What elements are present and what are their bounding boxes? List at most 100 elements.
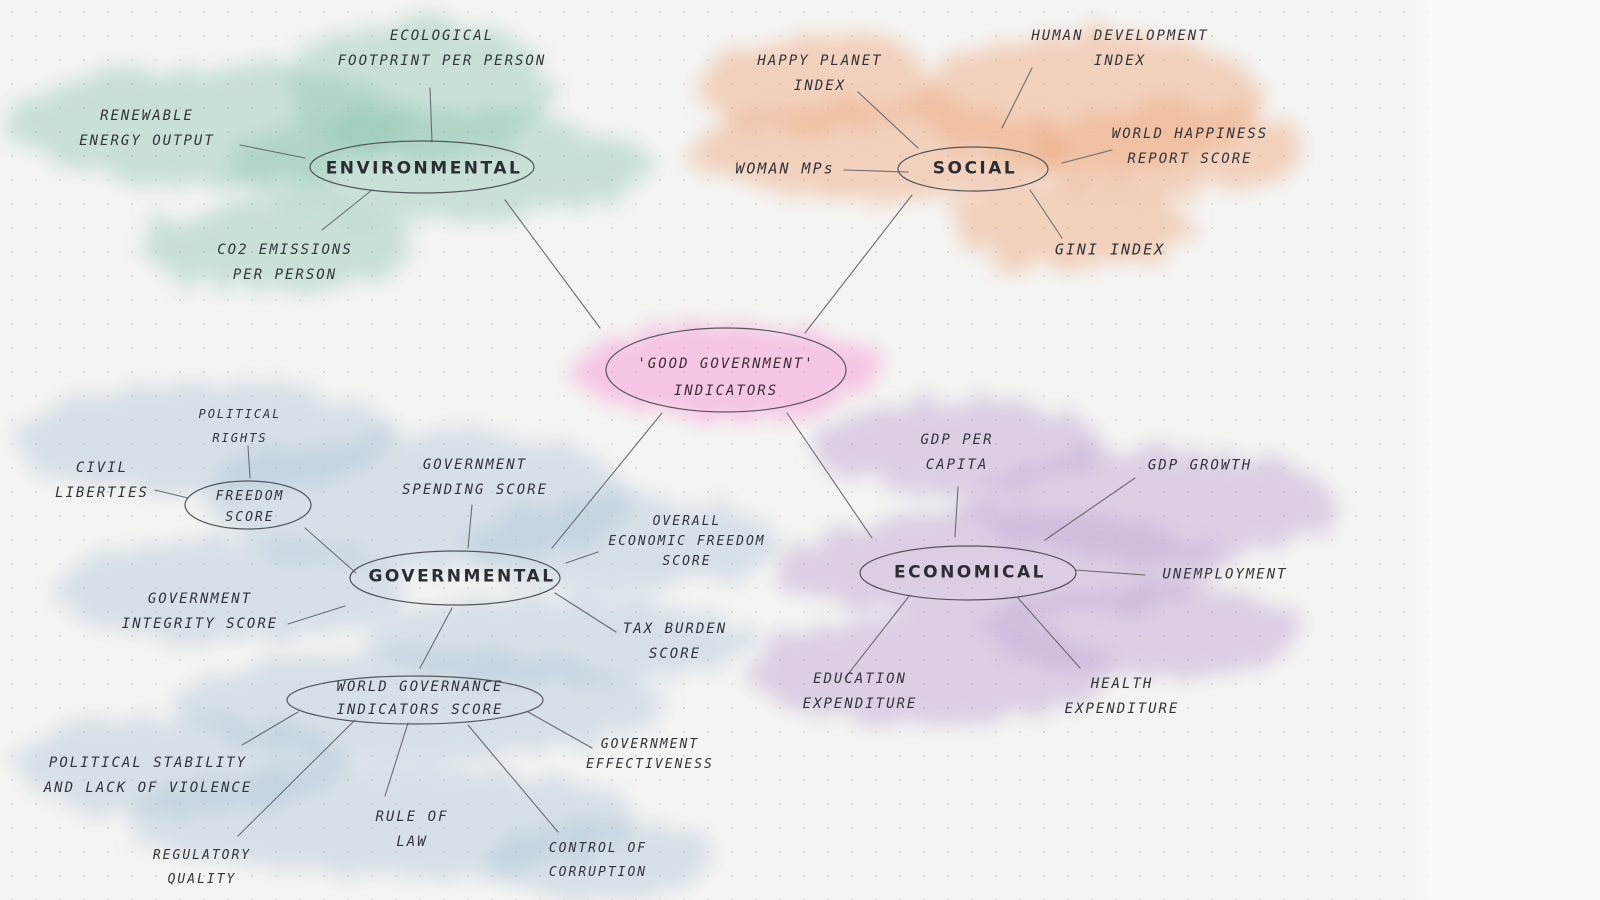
leaf-renewable-energy-l1: RENEWABLE — [100, 108, 194, 124]
leaf-government-integrity-l2: INTEGRITY SCORE — [121, 616, 279, 632]
governmental-wash — [10, 385, 780, 900]
leaf-health-expenditure-l2: EXPENDITURE — [1064, 701, 1180, 717]
leaf-tax-burden-l1: TAX BURDEN — [622, 621, 728, 637]
link-wgi-corruption — [467, 724, 559, 833]
leaf-health-expenditure: HEALTH EXPENDITURE — [1065, 672, 1180, 722]
environmental-wash — [10, 20, 650, 290]
leaf-co2-emissions-l1: CO2 EMISSIONS — [217, 242, 353, 258]
link-soc-hdi — [1001, 67, 1033, 129]
leaf-renewable-energy: RENEWABLE ENERGY OUTPUT — [79, 104, 215, 154]
link-soc-hpi — [857, 91, 919, 149]
leaf-political-rights: POLITICAL RIGHTS — [198, 402, 281, 450]
link-gov-economic-freedom — [565, 551, 599, 564]
leaf-gdp-per-capita-l2: CAPITA — [925, 457, 989, 473]
central-node: 'GOOD GOVERNMENT' INDICATORS — [637, 351, 814, 405]
leaf-economic-freedom-l3: SCORE — [662, 554, 712, 569]
link-soc-whr — [1061, 149, 1113, 164]
leaf-control-of-corruption-l2: CORRUPTION — [548, 865, 648, 880]
leaf-happy-planet-index: HAPPY PLANET INDEX — [757, 49, 882, 99]
leaf-human-development-index-l1: HUMAN DEVELOPMENT — [1031, 28, 1209, 44]
social-outline — [897, 146, 1049, 192]
wgi-line-1: WORLD GOVERNANCE — [336, 679, 504, 695]
leaf-gdp-per-capita-l1: GDP PER — [920, 432, 994, 448]
link-gov-integrity — [287, 605, 346, 625]
watercolor-washes — [10, 20, 1340, 900]
wgi-outline — [286, 675, 544, 725]
environmental-outline — [309, 140, 535, 194]
paper-edge — [1410, 0, 1600, 900]
leaf-woman-mps: WOMAN MPs — [735, 159, 835, 178]
link-gov-tax — [554, 592, 617, 633]
leaf-human-development-index: HUMAN DEVELOPMENT INDEX — [1031, 24, 1208, 74]
leaf-regulatory-quality: REGULATORY QUALITY — [153, 844, 251, 892]
leaf-government-spending-l1: GOVERNMENT — [422, 457, 528, 473]
governmental-outline — [349, 550, 561, 606]
link-central-environmental — [504, 199, 601, 329]
link-wgi-effectiveness — [527, 711, 593, 749]
leaf-control-of-corruption: CONTROL OF CORRUPTION — [549, 837, 647, 885]
central-outline — [605, 327, 847, 413]
link-wgi-stability — [241, 711, 299, 746]
social-hub: SOCIAL — [932, 158, 1018, 179]
link-gov-freedom — [304, 527, 357, 574]
link-soc-gini — [1029, 189, 1063, 239]
economical-outline — [859, 545, 1077, 601]
leaf-political-stability-l2: AND LACK OF VIOLENCE — [43, 780, 253, 796]
leaf-co2-emissions: CO2 EMISSIONS PER PERSON — [217, 238, 353, 288]
leaf-political-stability: POLITICAL STABILITY AND LACK OF VIOLENCE — [44, 751, 253, 801]
leaf-regulatory-quality-l2: QUALITY — [167, 872, 237, 887]
central-wash — [575, 324, 875, 420]
leaf-political-rights-l2: RIGHTS — [212, 431, 268, 445]
leaf-ecological-footprint-l1: ECOLOGICAL — [389, 28, 495, 44]
leaf-human-development-index-l2: INDEX — [1093, 53, 1147, 69]
leaf-government-effectiveness-l1: GOVERNMENT — [600, 737, 700, 752]
leaf-tax-burden: TAX BURDEN SCORE — [623, 617, 727, 667]
connector-lines — [154, 67, 1146, 837]
leaf-control-of-corruption-l1: CONTROL OF — [548, 841, 648, 856]
link-env-co2 — [321, 189, 373, 231]
leaf-gdp-growth: GDP GROWTH — [1147, 457, 1253, 474]
leaf-rule-of-law-l1: RULE OF — [375, 809, 449, 825]
leaf-health-expenditure-l1: HEALTH — [1090, 676, 1154, 692]
leaf-economic-freedom-l2: ECONOMIC FREEDOM — [608, 534, 766, 549]
leaf-ecological-footprint: ECOLOGICAL FOOTPRINT PER PERSON — [338, 24, 547, 74]
link-gov-political-rights — [247, 445, 251, 479]
freedom-line-2: SCORE — [225, 510, 275, 525]
leaf-government-effectiveness: GOVERNMENT EFFECTIVENESS — [586, 735, 714, 775]
central-line-1: 'GOOD GOVERNMENT' — [637, 356, 815, 372]
wgi-score-node: WORLD GOVERNANCE INDICATORS SCORE — [337, 676, 504, 722]
leaf-gini-index: GINI INDEX — [1054, 240, 1166, 259]
link-gov-wgi — [419, 607, 453, 669]
leaf-civil-liberties-l2: LIBERTIES — [55, 485, 149, 501]
leaf-regulatory-quality-l1: REGULATORY — [152, 848, 252, 863]
leaf-rule-of-law: RULE OF LAW — [375, 805, 448, 855]
link-eco-gdp-growth — [1044, 477, 1136, 541]
wgi-line-2: INDICATORS SCORE — [336, 702, 504, 718]
leaf-education-expenditure-l2: EXPENDITURE — [802, 696, 918, 712]
leaf-civil-liberties: CIVIL LIBERTIES — [55, 456, 149, 506]
link-eco-unemployment — [1074, 569, 1146, 576]
leaf-government-integrity: GOVERNMENT INTEGRITY SCORE — [122, 587, 278, 637]
link-eco-health — [1017, 597, 1081, 669]
leaf-ecological-footprint-l2: FOOTPRINT PER PERSON — [337, 53, 547, 69]
leaf-happy-planet-index-l1: HAPPY PLANET — [757, 53, 883, 69]
leaf-rule-of-law-l2: LAW — [396, 834, 428, 850]
link-central-governmental — [551, 412, 663, 549]
leaf-government-integrity-l1: GOVERNMENT — [147, 591, 253, 607]
leaf-political-stability-l1: POLITICAL STABILITY — [48, 755, 248, 771]
leaf-co2-emissions-l2: PER PERSON — [232, 267, 338, 283]
social-wash — [690, 30, 1310, 270]
leaf-government-spending: GOVERNMENT SPENDING SCORE — [402, 453, 548, 503]
leaf-happy-planet-index-l2: INDEX — [793, 78, 847, 94]
leaf-unemployment: UNEMPLOYMENT — [1162, 566, 1288, 583]
leaf-world-happiness-report-l1: WORLD HAPPINESS — [1111, 126, 1269, 142]
leaf-education-expenditure-l1: EDUCATION — [813, 671, 907, 687]
link-gov-civil-liberties — [154, 489, 189, 499]
link-env-renewable — [239, 144, 306, 159]
leaf-renewable-energy-l2: ENERGY OUTPUT — [79, 133, 215, 149]
governmental-hub: GOVERNMENTAL — [368, 566, 556, 587]
leaf-government-spending-l2: SPENDING SCORE — [401, 482, 549, 498]
leaf-political-rights-l1: POLITICAL — [198, 407, 282, 421]
central-line-2: INDICATORS — [673, 383, 779, 399]
